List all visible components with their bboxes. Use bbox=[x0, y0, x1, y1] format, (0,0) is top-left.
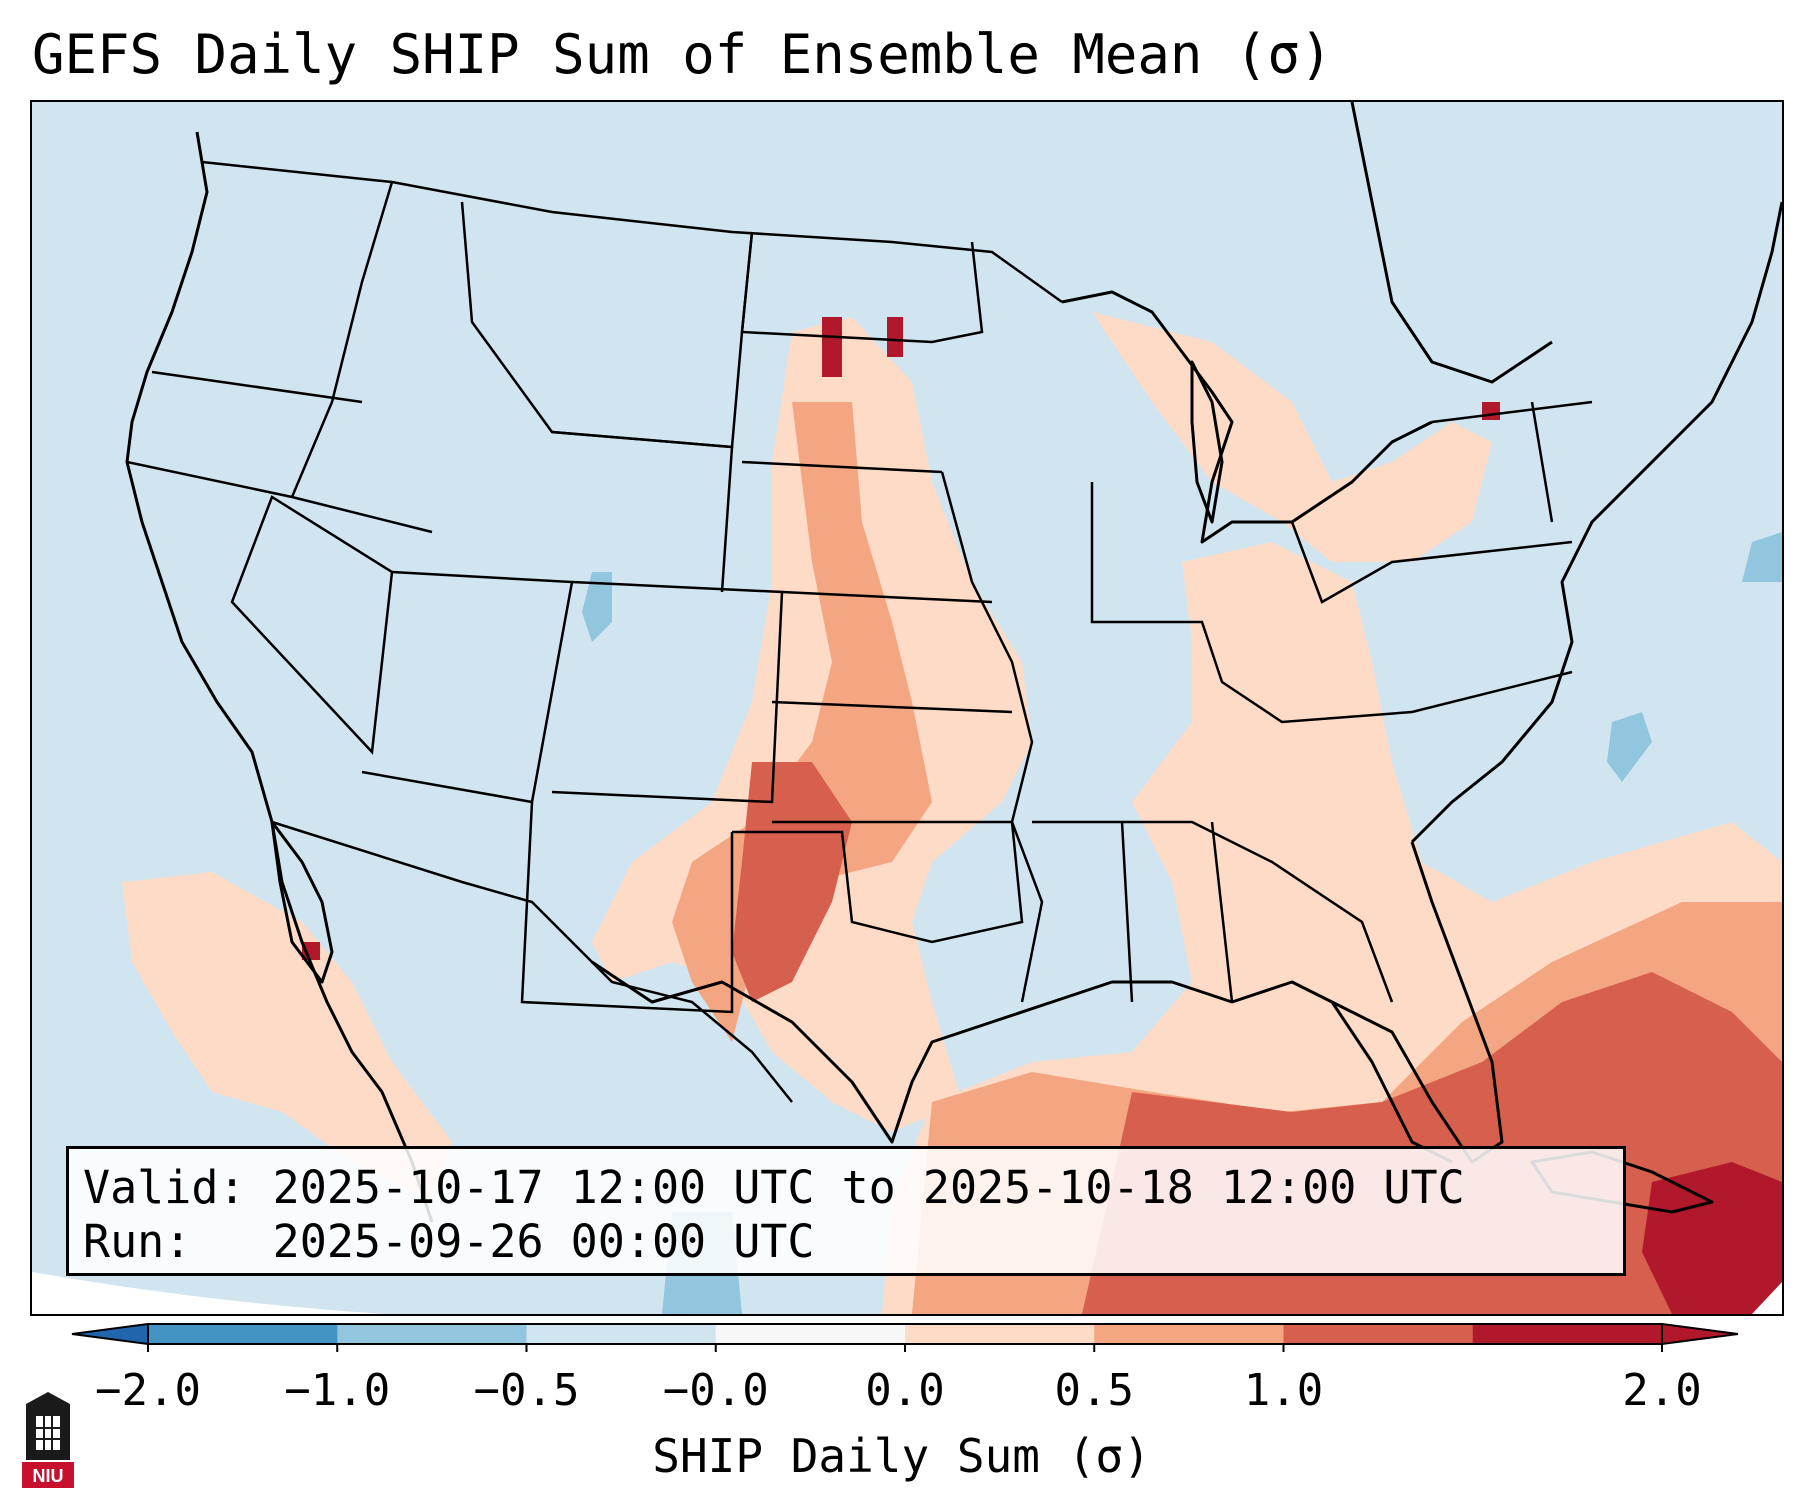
coastlines bbox=[125, 102, 1782, 1223]
valid-run-info-box: Valid: 2025-10-17 12:00 UTC to 2025-10-1… bbox=[66, 1146, 1626, 1276]
florida bbox=[1331, 841, 1504, 1164]
shade-dakota-core-2 bbox=[887, 317, 903, 357]
ship-anomaly-map bbox=[32, 102, 1782, 1314]
east-coast bbox=[1410, 201, 1782, 844]
niu-logo: NIU bbox=[22, 1392, 74, 1488]
colorbar-label: SHIP Daily Sum (σ) bbox=[652, 1429, 1151, 1483]
run-time-text: Run: 2025-09-26 00:00 UTC bbox=[83, 1215, 815, 1268]
border-south bbox=[1032, 820, 1394, 1003]
map-title: GEFS Daily SHIP Sum of Ensemble Mean (σ) bbox=[32, 23, 1333, 86]
colorbar-tick-label: 1.0 bbox=[1243, 1365, 1324, 1416]
us-canada-border bbox=[201, 160, 1063, 304]
shade-atlantic-blue-2 bbox=[1742, 532, 1782, 582]
colorbar-segment bbox=[337, 1324, 527, 1344]
colorbar-tick-label: −2.0 bbox=[95, 1365, 201, 1416]
gulf-coast bbox=[591, 960, 1453, 1164]
projection-edge bbox=[32, 1272, 882, 1314]
projection-edge-right bbox=[1752, 1282, 1782, 1314]
west-coast bbox=[125, 131, 434, 1223]
shade-atlantic-blue bbox=[1607, 712, 1652, 782]
colorbar-segment bbox=[1094, 1324, 1284, 1344]
logo-text: NIU bbox=[33, 1466, 64, 1486]
colorbar-tick-label: 2.0 bbox=[1622, 1365, 1702, 1416]
border-ne-ks bbox=[771, 590, 1013, 824]
border-az-nm bbox=[520, 801, 734, 1014]
colorbar-tick-label: 0.5 bbox=[1054, 1365, 1134, 1416]
shade-mexico-light bbox=[122, 872, 452, 1202]
colorbar bbox=[71, 1322, 1739, 1352]
border-northeast bbox=[1290, 400, 1593, 604]
colorbar-tick-label: 0.0 bbox=[865, 1365, 945, 1416]
colorbar-segment bbox=[1283, 1324, 1474, 1344]
great-lakes bbox=[1061, 290, 1433, 544]
border-or-ca bbox=[126, 460, 433, 534]
hudson-bay-edge bbox=[1350, 102, 1553, 384]
logo-window-grid bbox=[36, 1416, 60, 1450]
lake-michigan bbox=[1190, 360, 1224, 524]
colorbar-tick-label: −0.5 bbox=[473, 1365, 580, 1416]
border-dakotas bbox=[740, 231, 984, 474]
map-panel bbox=[30, 100, 1784, 1316]
border-us-mexico bbox=[271, 820, 793, 1103]
shade-colorado-blue bbox=[582, 572, 612, 642]
colorbar-tick-label: −1.0 bbox=[284, 1365, 391, 1416]
colorbar-extend-low bbox=[71, 1322, 149, 1346]
logo-banner bbox=[22, 1462, 74, 1488]
colorbar-segment bbox=[148, 1324, 338, 1344]
border-mississippi bbox=[940, 471, 1044, 1003]
baja bbox=[270, 820, 334, 984]
border-mt bbox=[460, 201, 754, 449]
border-wa-or bbox=[151, 370, 363, 404]
border-ok-tx bbox=[732, 821, 1024, 944]
shade-caribbean-darkest bbox=[1642, 1162, 1782, 1314]
border-midwest bbox=[1090, 482, 1573, 724]
political-borders bbox=[126, 160, 1593, 1103]
colorbar-tick-label: −0.0 bbox=[662, 1365, 769, 1416]
shade-dakota-core bbox=[822, 317, 842, 377]
colorbar-segment bbox=[1472, 1324, 1663, 1344]
shade-texas-medium bbox=[672, 402, 932, 1042]
border-id bbox=[290, 181, 394, 498]
border-wy bbox=[551, 430, 734, 593]
shade-ny-core bbox=[1482, 402, 1500, 420]
colorbar-segment bbox=[526, 1324, 717, 1344]
colorbar-segment bbox=[905, 1324, 1095, 1344]
colorbar-segment bbox=[715, 1324, 906, 1344]
border-co bbox=[551, 580, 784, 804]
border-nv bbox=[230, 495, 394, 755]
valid-time-text: Valid: 2025-10-17 12:00 UTC to 2025-10-1… bbox=[83, 1161, 1465, 1214]
logo-window bbox=[36, 1416, 60, 1450]
colorbar-extend-high bbox=[1661, 1322, 1739, 1346]
border-ut-az bbox=[361, 570, 574, 804]
